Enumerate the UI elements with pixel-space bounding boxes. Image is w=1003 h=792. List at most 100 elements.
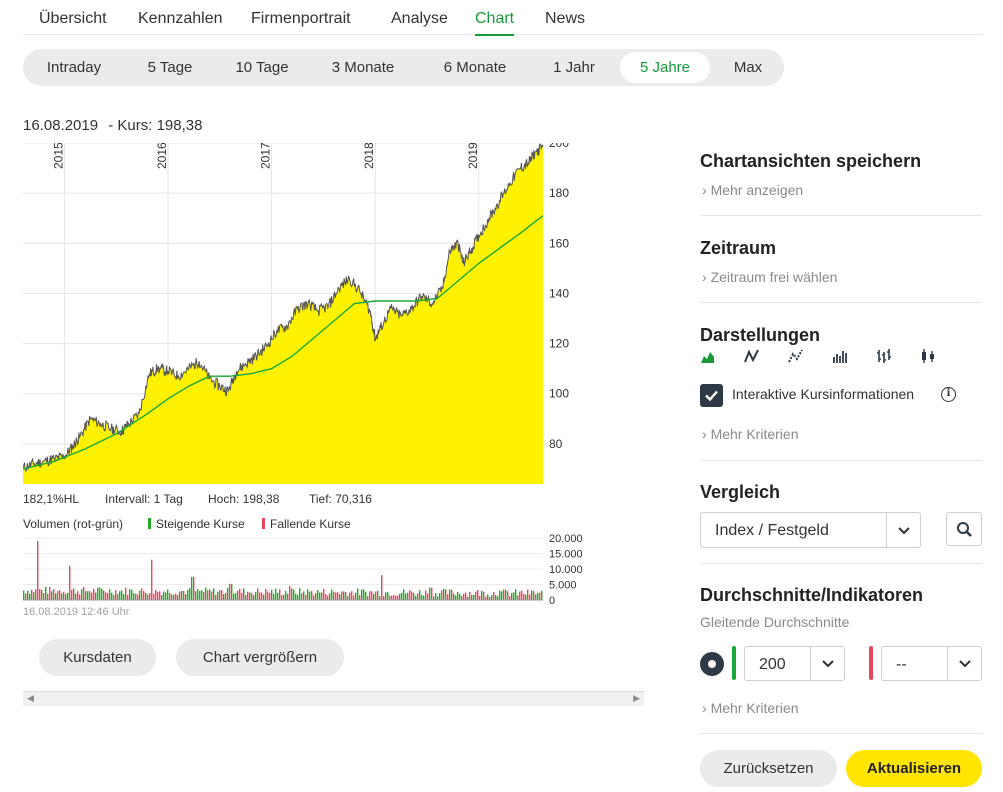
volume-bar xyxy=(355,592,357,600)
range-5-jahre[interactable]: 5 Jahre xyxy=(620,52,710,83)
interaktiv-checkbox[interactable] xyxy=(700,384,723,407)
chart-vergroessern-button[interactable]: Chart vergrößern xyxy=(176,639,344,676)
sma1-select[interactable]: 200 xyxy=(744,646,845,681)
tab-firmenportrait[interactable]: Firmenportrait xyxy=(251,10,351,27)
volume-bar xyxy=(171,594,173,600)
year-label: 2015 xyxy=(51,143,65,169)
sma1-value: 200 xyxy=(759,656,786,673)
volume-bar xyxy=(321,592,323,600)
volume-bar xyxy=(519,591,521,600)
chevron-down-icon[interactable] xyxy=(886,513,920,547)
indik-more-link[interactable]: › Mehr Kriterien xyxy=(702,700,798,716)
tab-uebersicht[interactable]: Übersicht xyxy=(39,10,107,27)
vergleich-select[interactable]: Index / Festgeld xyxy=(700,512,921,548)
scroll-right-icon[interactable]: ▶ xyxy=(633,693,640,703)
volume-bar xyxy=(115,590,117,600)
y-tick-label: 80 xyxy=(549,437,563,451)
zeitraum-link[interactable]: › Zeitraum frei wählen xyxy=(702,269,837,285)
range-10-tage[interactable]: 10 Tage xyxy=(235,59,289,76)
range-1-jahr[interactable]: 1 Jahr xyxy=(553,59,595,76)
vergleich-search-button[interactable] xyxy=(946,512,982,546)
volume-bar xyxy=(413,592,415,600)
range-5-tage[interactable]: 5 Tage xyxy=(147,59,193,76)
volume-bar xyxy=(475,591,477,600)
volume-bar xyxy=(353,595,355,600)
volume-bar xyxy=(509,596,511,600)
volume-bar xyxy=(145,592,147,600)
volume-bar xyxy=(51,591,53,600)
chart-caption: 16.08.2019 - Kurs: 198,38 xyxy=(23,117,202,134)
volume-bar xyxy=(119,591,121,600)
volume-bar xyxy=(401,592,403,600)
ohlc-bars-icon[interactable] xyxy=(876,348,892,364)
area-chart-icon[interactable] xyxy=(700,348,716,364)
volume-bar xyxy=(513,592,515,600)
volume-bar xyxy=(77,591,79,600)
range-intraday[interactable]: Intraday xyxy=(46,59,102,76)
volume-bar xyxy=(469,591,471,600)
scroll-left-icon[interactable]: ◀ xyxy=(27,693,34,703)
range-6-monate[interactable]: 6 Monate xyxy=(443,59,507,76)
sma-radio[interactable] xyxy=(700,652,724,676)
volume-bar xyxy=(239,588,241,600)
chevron-down-icon[interactable] xyxy=(810,647,844,681)
volume-bar xyxy=(435,593,437,600)
volume-bar xyxy=(521,590,523,600)
dotted-line-chart-icon[interactable] xyxy=(788,348,804,364)
reset-button[interactable]: Zurücksetzen xyxy=(700,750,837,787)
volume-bar xyxy=(295,593,297,600)
price-chart[interactable]: 2015 2016 2017 2018 2019 80 100 120 140 160 180 200 xyxy=(23,143,583,489)
y-tick-label: 160 xyxy=(549,236,569,250)
volume-bar xyxy=(213,588,215,600)
darst-more-link[interactable]: › Mehr Kriterien xyxy=(702,426,798,442)
ohlc-chart-icon[interactable] xyxy=(832,348,848,364)
volume-bar xyxy=(159,591,161,600)
volume-bar xyxy=(165,592,167,600)
volume-bar xyxy=(117,594,119,600)
volume-y-tick: 10.000 xyxy=(549,564,583,576)
horizontal-scrollbar[interactable]: ◀ ▶ xyxy=(23,691,644,706)
volume-bar xyxy=(101,588,103,600)
volume-bar xyxy=(507,591,509,600)
range-3-monate[interactable]: 3 Monate xyxy=(331,59,395,76)
volume-bar xyxy=(287,593,289,600)
candlestick-icon[interactable] xyxy=(920,348,936,364)
info-icon[interactable]: i xyxy=(941,387,956,402)
volume-bar xyxy=(155,590,157,600)
tab-analyse[interactable]: Analyse xyxy=(391,10,448,27)
volume-bar xyxy=(329,593,331,600)
range-max[interactable]: Max xyxy=(733,59,763,76)
tab-news[interactable]: News xyxy=(545,10,586,27)
sma2-select[interactable]: -- xyxy=(881,646,982,681)
volume-bar xyxy=(405,593,407,600)
volume-bar xyxy=(71,589,73,600)
save-views-link[interactable]: › Mehr anzeigen xyxy=(702,182,803,198)
tab-chart[interactable]: Chart xyxy=(475,10,515,36)
volume-bar xyxy=(183,591,185,600)
divider xyxy=(700,733,982,734)
volume-bar xyxy=(127,594,129,600)
save-views-link-label: Mehr anzeigen xyxy=(710,182,804,198)
volume-bar xyxy=(283,594,285,600)
kursdaten-button[interactable]: Kursdaten xyxy=(39,639,156,676)
legend-rising: Steigende Kurse xyxy=(148,517,245,531)
line-chart-icon[interactable] xyxy=(744,348,760,364)
volume-bar xyxy=(241,592,243,600)
volume-bar xyxy=(535,594,537,600)
sma2-value: -- xyxy=(896,656,907,673)
volume-bar xyxy=(383,595,385,600)
tab-kennzahlen[interactable]: Kennzahlen xyxy=(138,10,223,27)
volume-bar xyxy=(421,594,423,600)
volume-bar xyxy=(59,590,61,600)
volume-bar xyxy=(309,591,311,600)
volume-bar xyxy=(179,591,181,600)
chevron-right-icon: › xyxy=(702,700,707,716)
volume-bar xyxy=(393,595,395,600)
update-button[interactable]: Aktualisieren xyxy=(846,750,982,787)
volume-bar xyxy=(473,594,475,600)
interaktiv-label[interactable]: Interaktive Kursinformationen xyxy=(732,386,915,402)
volume-bar xyxy=(539,592,541,600)
volume-bar xyxy=(39,589,41,600)
volume-bar xyxy=(373,593,375,600)
chevron-down-icon[interactable] xyxy=(947,647,981,681)
